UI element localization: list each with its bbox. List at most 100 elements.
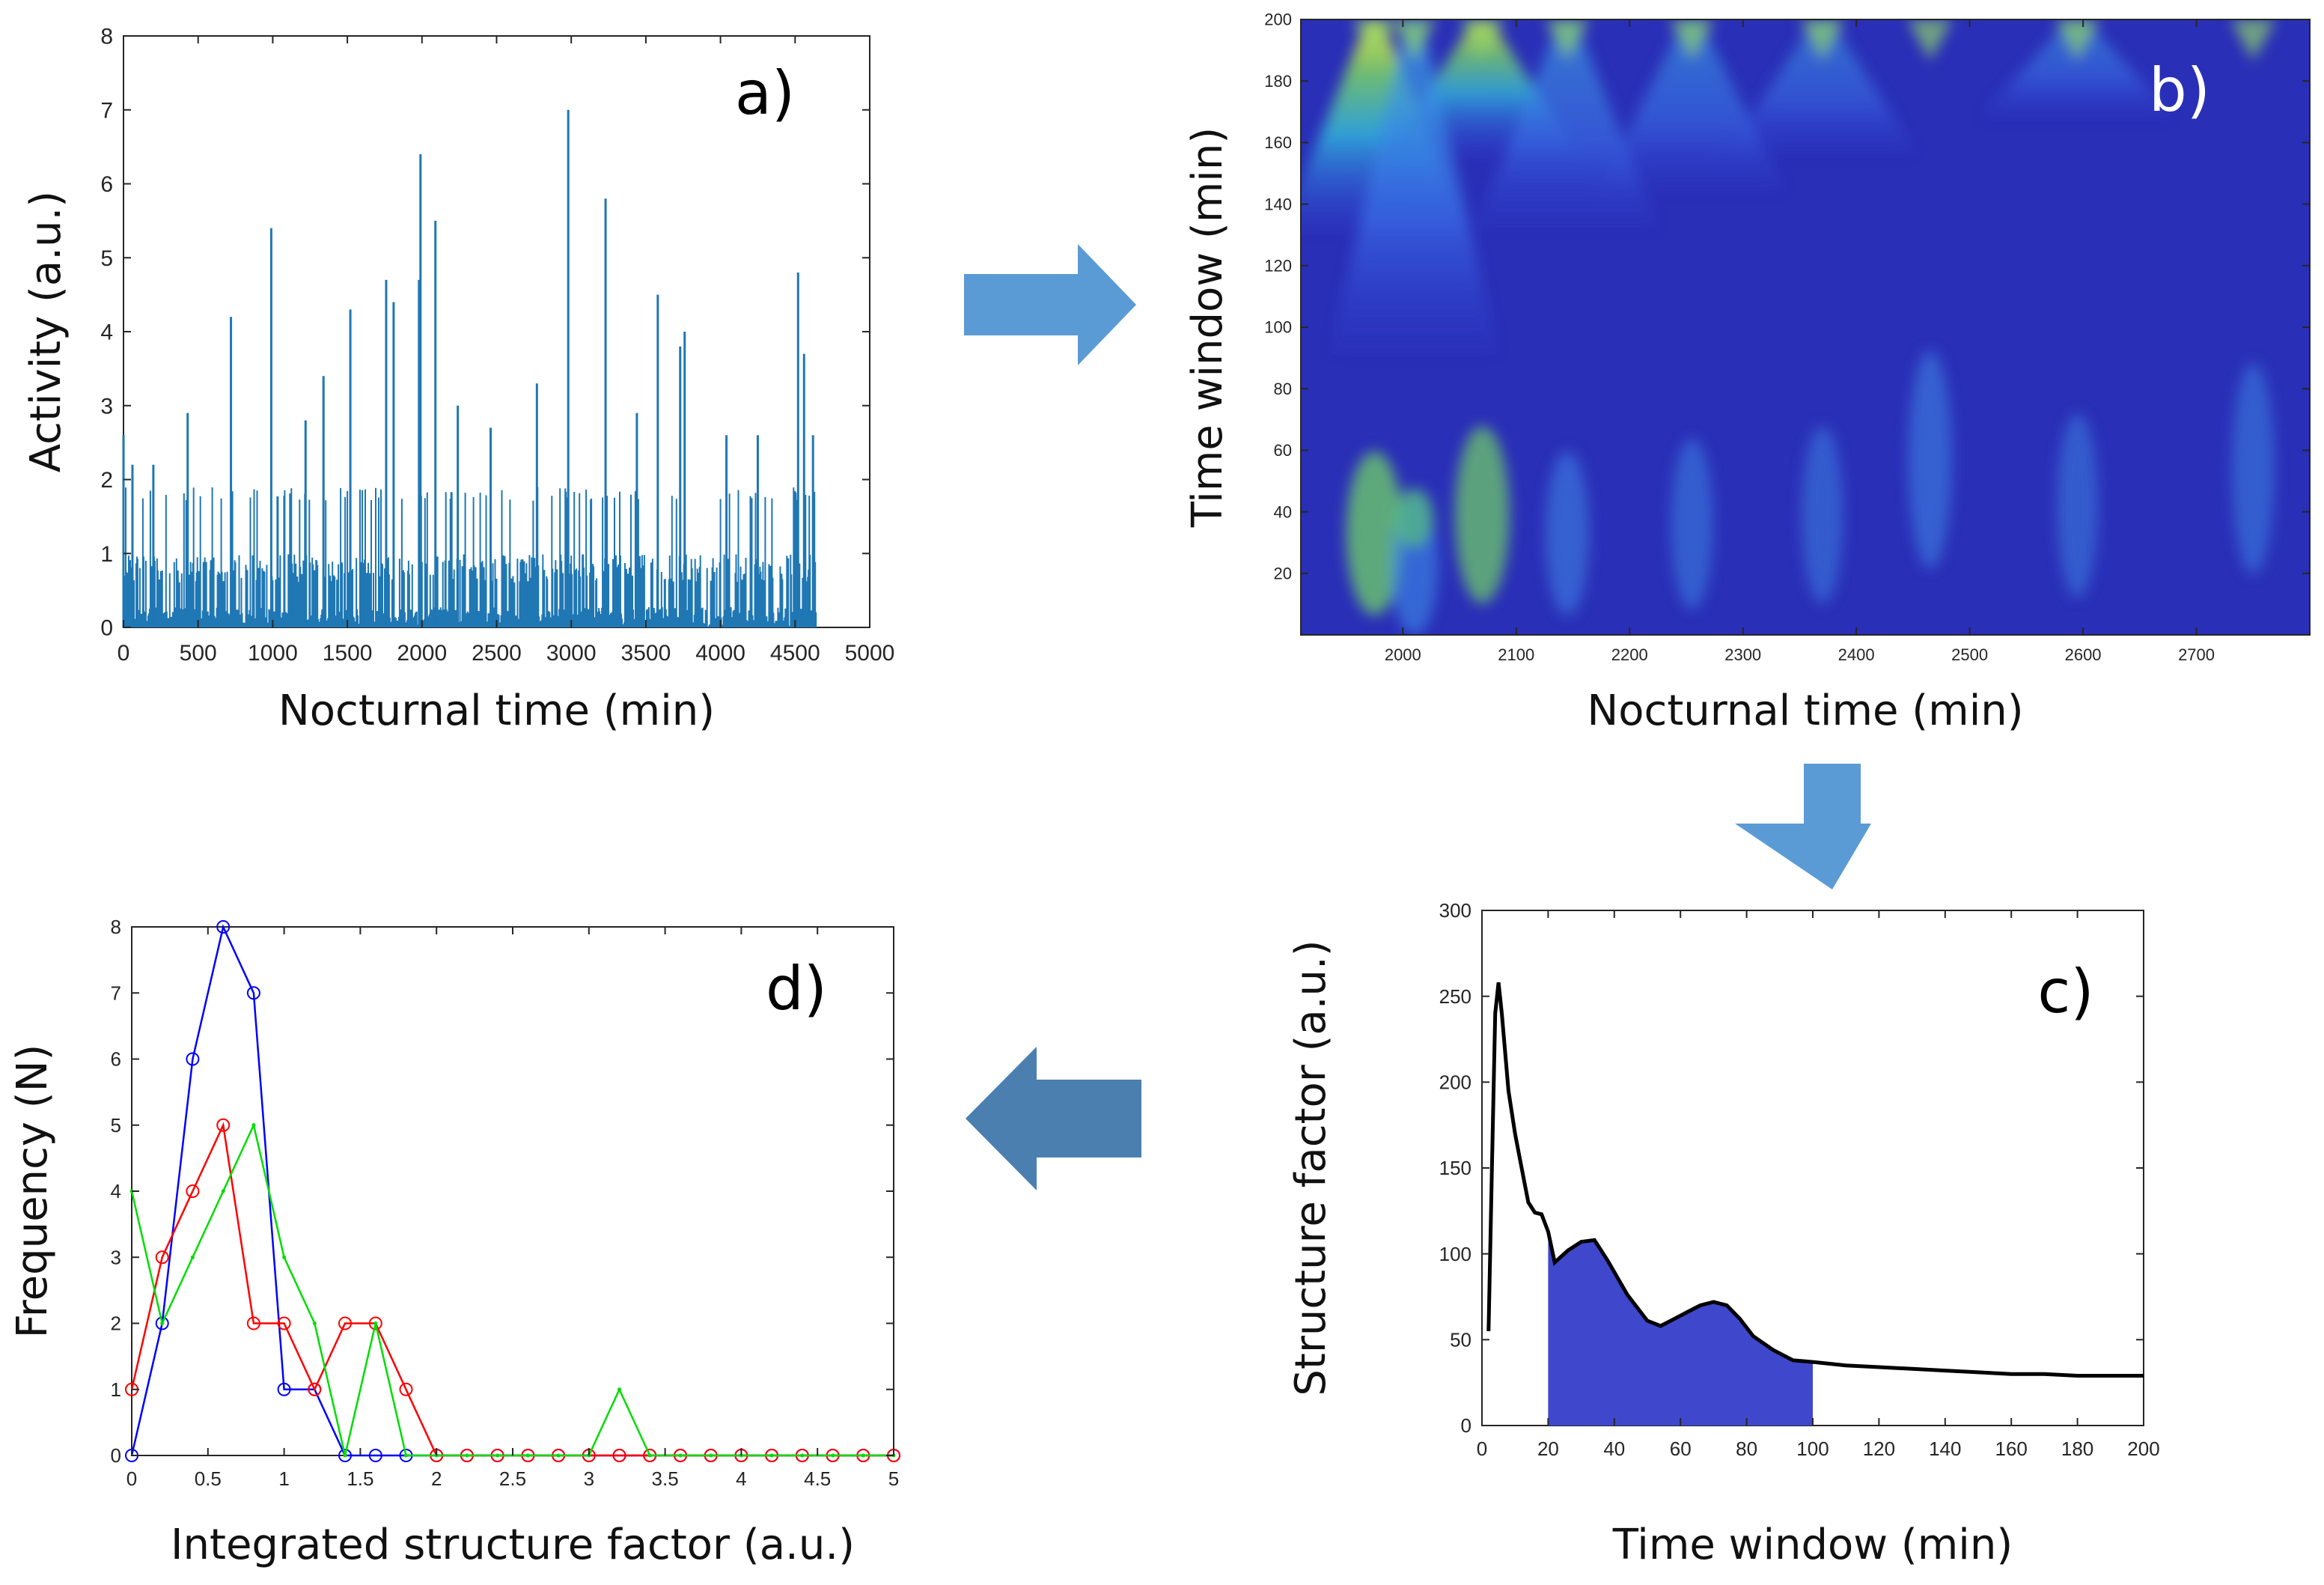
panel-d-point-red [612, 1449, 626, 1462]
panel-b-x-ticks: 2000 2100 2200 2300 2400 2500 2600 2700 [1385, 19, 2215, 664]
c-x-tick-label: 120 [1863, 1438, 1895, 1460]
panel-d-point-green [160, 1321, 165, 1325]
b-y-tick-label: 180 [1264, 72, 1292, 91]
panel-b-wavelet-core [1346, 451, 1403, 615]
panel-b-wavelet-fan [1907, 19, 1953, 61]
panel-a-activity-noise [123, 487, 817, 627]
b-x-tick-label: 2600 [2065, 645, 2102, 664]
panel-d-point-green [709, 1453, 713, 1458]
panel-d-point-green [404, 1453, 408, 1458]
b-y-tick-label: 20 [1274, 565, 1292, 583]
d-y-tick-label: 0 [111, 1444, 121, 1467]
panel-d-point-red [155, 1250, 169, 1265]
panel-d-point-blue [338, 1449, 352, 1462]
c-x-tick-label: 200 [2127, 1438, 2159, 1460]
a-y-tick-label: 4 [100, 320, 113, 345]
panel-d-point-red [246, 1316, 260, 1330]
a-x-tick-label: 1000 [248, 641, 298, 666]
panel-d-y-axis-label: Frequency (N) [8, 1044, 57, 1339]
panel-d-point-green [617, 1387, 621, 1392]
a-x-tick-label: 3500 [621, 641, 671, 666]
panel-d-point-red [399, 1382, 413, 1396]
panel-b-wavelet-fan [1391, 19, 1437, 61]
panel-d-series [125, 920, 900, 1462]
c-y-tick-label: 0 [1461, 1414, 1471, 1437]
panel-d-point-green [221, 1189, 225, 1193]
d-x-tick-label: 0 [126, 1467, 137, 1490]
panel-d-x-ticks: 0 0.5 1 1.5 2 2.5 3 3.5 4 4.5 5 [126, 927, 899, 1490]
b-x-tick-label: 2100 [1498, 645, 1534, 664]
b-y-tick-label: 60 [1274, 441, 1292, 460]
c-y-tick-label: 250 [1439, 985, 1471, 1008]
panel-d-point-green [282, 1255, 287, 1259]
panel-d-point-green [800, 1453, 805, 1458]
arrow-right-icon [964, 244, 1136, 365]
d-y-tick-label: 5 [111, 1114, 121, 1137]
panel-b-x-axis-label: Nocturnal time (min) [1587, 687, 2023, 735]
panel-a-y-ticks: 0 1 2 3 4 5 6 7 8 [100, 25, 870, 641]
panel-d-point-green [343, 1453, 347, 1458]
panel-d-point-green [251, 1123, 256, 1128]
panel-d-point-red [308, 1382, 322, 1396]
a-x-tick-label: 1500 [323, 641, 373, 666]
a-y-tick-label: 2 [100, 468, 113, 493]
panel-d-point-green [495, 1453, 500, 1458]
panel-a-label: a) [735, 58, 795, 128]
panel-b-wavelet-fan [1799, 19, 1845, 61]
panel-d-point-green [190, 1255, 195, 1259]
arrow-left-icon [966, 1047, 1141, 1190]
panel-b-wavelet-feature [1725, 19, 1919, 155]
d-x-tick-label: 2.5 [499, 1467, 526, 1490]
panel-d-point-green [373, 1321, 378, 1325]
a-x-tick-label: 4500 [770, 641, 820, 666]
panel-d-point-green [465, 1453, 469, 1458]
panel-c-x-ticks: 0 20 40 60 80 100 120 140 160 180 200 [1477, 910, 2160, 1460]
c-x-tick-label: 100 [1796, 1438, 1829, 1460]
panel-d-point-green [678, 1453, 683, 1458]
panel-b-y-ticks: 20 40 60 80 100 120 140 160 180 200 [1264, 10, 2310, 583]
panel-d-series-line-red [130, 1122, 894, 1457]
d-x-tick-label: 5 [888, 1467, 899, 1490]
d-x-tick-label: 4.5 [804, 1467, 831, 1490]
panel-d-label: d) [766, 954, 827, 1023]
b-y-tick-label: 40 [1274, 502, 1292, 521]
b-x-tick-label: 2500 [1951, 645, 1988, 664]
panel-c-y-ticks: 0 50 100 150 200 250 300 [1439, 899, 2144, 1437]
d-x-tick-label: 0.5 [195, 1467, 222, 1490]
d-x-tick-label: 3.5 [652, 1467, 679, 1490]
b-x-tick-label: 2700 [2178, 645, 2215, 664]
panel-d-point-green [312, 1321, 317, 1325]
panel-d-point-green [831, 1453, 835, 1458]
b-y-tick-label: 80 [1274, 380, 1292, 398]
d-y-tick-label: 6 [111, 1048, 121, 1071]
panel-d-series-line-green [130, 1122, 894, 1457]
c-y-tick-label: 150 [1439, 1157, 1471, 1179]
b-x-tick-label: 2400 [1838, 645, 1875, 664]
d-y-tick-label: 3 [111, 1246, 121, 1268]
c-x-tick-label: 140 [1929, 1438, 1961, 1460]
d-y-tick-label: 7 [111, 982, 121, 1004]
a-y-tick-label: 1 [100, 542, 113, 567]
panel-c-structure-factor-line [1486, 982, 2144, 1378]
panel-c-x-axis-label: Time window (min) [1612, 1521, 2013, 1569]
a-y-tick-label: 5 [100, 246, 113, 271]
panel-d-point-red [368, 1316, 382, 1330]
c-y-tick-label: 200 [1439, 1071, 1471, 1093]
d-x-tick-label: 1.5 [347, 1467, 373, 1490]
a-x-tick-label: 0 [118, 641, 130, 666]
b-y-tick-label: 140 [1264, 195, 1292, 213]
panel-b-wavelet-fan [1669, 19, 1715, 61]
d-y-tick-label: 2 [111, 1312, 121, 1335]
c-x-tick-label: 80 [1736, 1438, 1757, 1460]
panel-c-label: c) [2037, 957, 2093, 1026]
panel-d-y-ticks: 0 1 2 3 4 5 6 7 8 [111, 916, 894, 1467]
b-x-tick-label: 2200 [1611, 645, 1648, 664]
panel-b-wavelet-fan [2230, 19, 2276, 61]
panel-d-point-green [647, 1453, 652, 1458]
b-x-tick-label: 2300 [1724, 645, 1761, 664]
c-x-tick-label: 60 [1670, 1438, 1692, 1460]
panel-b-wavelet-fan [2055, 19, 2100, 61]
b-y-tick-label: 100 [1264, 318, 1292, 337]
panel-c-integrated-area [1548, 1231, 1813, 1426]
panel-d-point-green [861, 1453, 865, 1458]
